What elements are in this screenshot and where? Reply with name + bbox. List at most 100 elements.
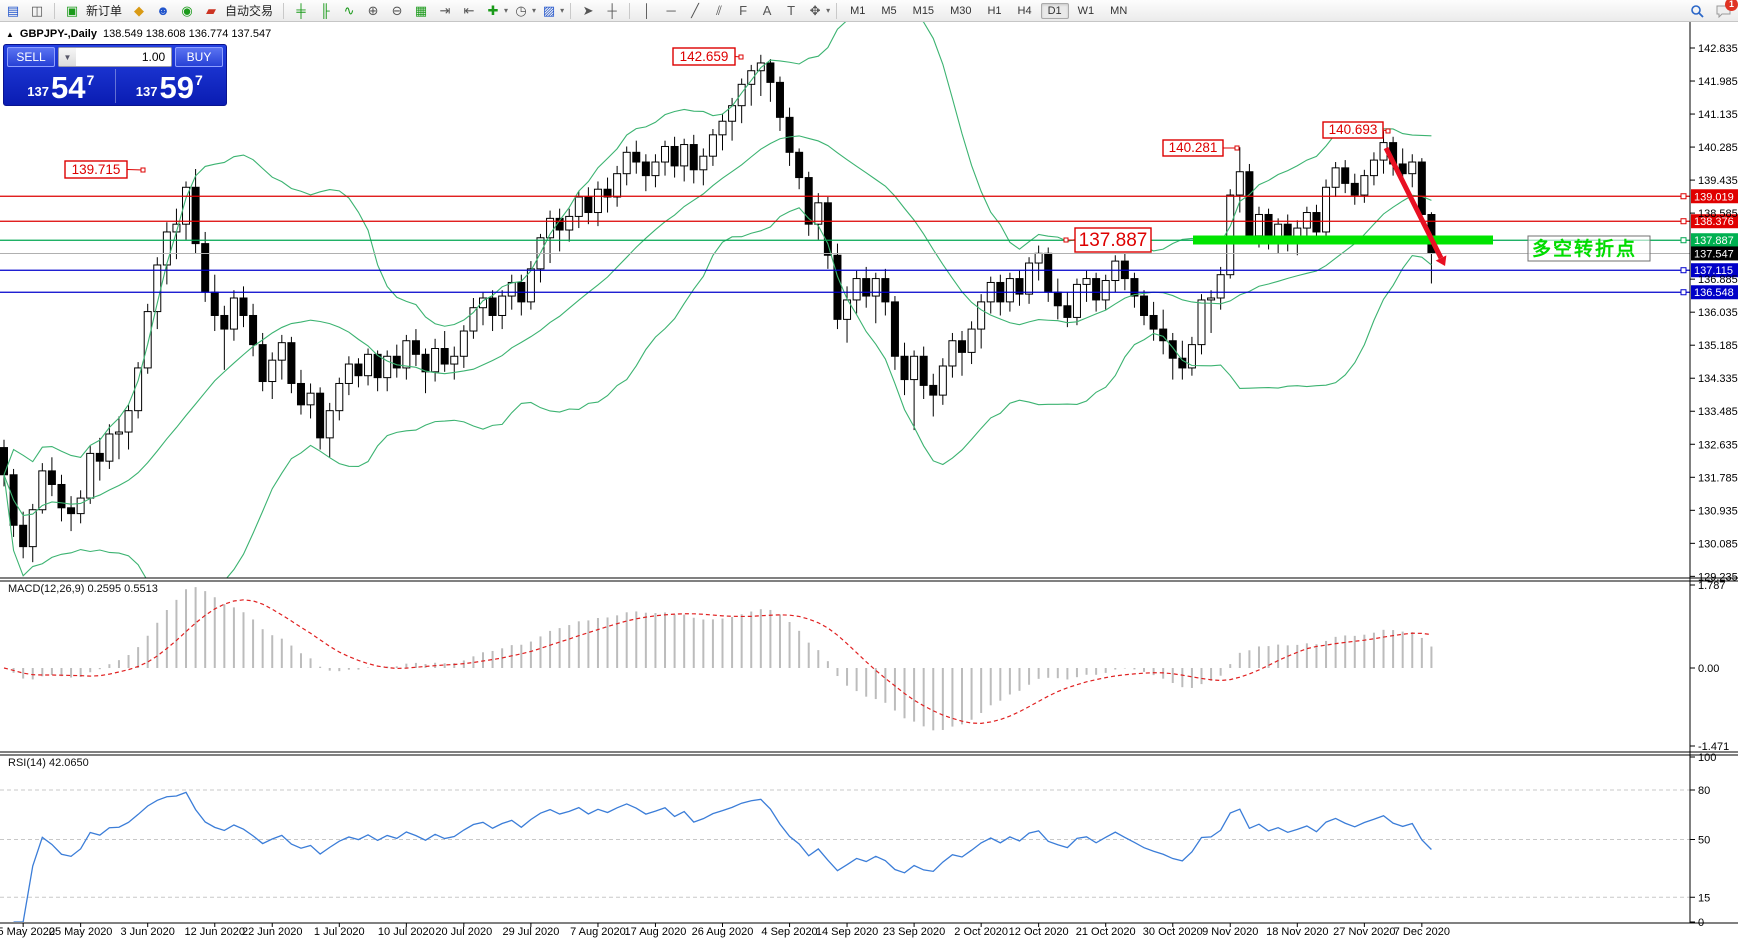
note-box[interactable] <box>1527 235 1651 262</box>
line-chart-icon[interactable]: ∿ <box>343 3 355 18</box>
search-icon[interactable] <box>1686 1 1708 21</box>
level-handle[interactable] <box>1680 218 1687 225</box>
price-chip-137.887 <box>1691 233 1738 248</box>
one-click-trading-panel: SELL ▼ ▲ BUY 137 54 7 137 59 7 <box>3 44 227 106</box>
candle-body <box>354 363 363 377</box>
level-handle[interactable] <box>1680 289 1687 296</box>
collapse-panel-icon[interactable]: ▲ <box>6 29 14 39</box>
bar-chart-icon[interactable]: ╪ <box>296 3 306 18</box>
arrows-icon[interactable]: ✥ <box>809 3 821 18</box>
fibonacci-icon[interactable]: F <box>739 3 748 18</box>
tf-m30-button[interactable]: M30 <box>950 4 972 17</box>
rsi-axis-label: 100 <box>1698 752 1716 764</box>
candle-body <box>737 83 746 107</box>
bollinger-middle-band <box>3 135 1432 517</box>
candle-body <box>239 297 248 316</box>
auto-trading-icon[interactable]: ▰ <box>206 3 217 18</box>
text-icon[interactable]: A <box>762 3 772 18</box>
vertical-line-icon[interactable]: │ <box>643 3 652 18</box>
data-window-icon[interactable]: ◫ <box>30 3 44 18</box>
macd-axis-label: 0.00 <box>1698 663 1719 675</box>
trendline-icon[interactable]: ╱ <box>691 3 699 18</box>
zoom-in-icon[interactable]: ⊕ <box>367 3 379 18</box>
notifications-icon[interactable]: 1 <box>1712 0 1738 21</box>
candle-body <box>689 144 698 171</box>
arrows-dropdown-icon[interactable]: ▾ <box>826 6 831 15</box>
auto-trading-label[interactable]: 自动交易 <box>225 4 274 18</box>
market-watch-icon[interactable]: ☻ <box>156 3 170 18</box>
candle-body <box>431 348 440 373</box>
crosshair-icon[interactable]: ┼ <box>607 3 617 18</box>
new-order-label[interactable]: 新订单 <box>86 4 123 18</box>
tf-m1-button[interactable]: M1 <box>850 4 866 17</box>
tf-d1-button[interactable]: D1 <box>1040 2 1069 19</box>
candle-body <box>1063 305 1072 318</box>
templates-dropdown-icon[interactable]: ▾ <box>560 6 565 15</box>
notification-badge[interactable]: 1 <box>1725 0 1738 11</box>
tf-mn-button[interactable]: MN <box>1110 4 1128 17</box>
level-handle[interactable] <box>1680 237 1687 244</box>
volume-input[interactable] <box>76 48 171 66</box>
candle-body <box>967 328 976 353</box>
candle-body <box>526 268 535 303</box>
templates-icon[interactable]: ▨ <box>542 3 556 18</box>
callout-box[interactable] <box>1322 121 1384 139</box>
tf-w1-button[interactable]: W1 <box>1077 4 1095 17</box>
volume-decrease-button[interactable]: ▼ <box>59 48 76 66</box>
callout-box[interactable] <box>64 160 128 179</box>
axis-label: 132.635 <box>1698 439 1738 451</box>
sell-price-point: 7 <box>86 72 95 88</box>
tile-windows-icon[interactable]: ▦ <box>414 3 428 18</box>
callout-box[interactable] <box>1162 139 1224 157</box>
periods-dropdown-icon[interactable]: ▾ <box>532 6 537 15</box>
candle-body <box>718 120 727 136</box>
candle-body <box>459 330 468 357</box>
candle-body <box>565 215 574 231</box>
horizontal-line-icon[interactable]: ─ <box>666 3 676 18</box>
indicators-dropdown-icon[interactable]: ▾ <box>504 6 509 15</box>
equidistant-channel-icon[interactable]: ⫽ <box>716 3 722 18</box>
candle-body <box>344 363 353 384</box>
candle-body <box>871 278 880 297</box>
zoom-out-icon[interactable]: ⊖ <box>391 3 403 18</box>
tf-h1-button[interactable]: H1 <box>987 4 1002 17</box>
buy-price[interactable]: 137 59 7 <box>116 67 224 105</box>
tf-h4-button[interactable]: H4 <box>1017 4 1032 17</box>
chart-window-icon[interactable]: ▤ <box>6 3 20 18</box>
signals-icon[interactable]: ◉ <box>181 3 193 18</box>
callout-box[interactable] <box>672 47 736 66</box>
chart-shift-icon[interactable]: ⇤ <box>463 3 475 18</box>
candle-body <box>680 144 689 167</box>
separator <box>836 2 838 19</box>
sell-price[interactable]: 137 54 7 <box>7 67 115 105</box>
candlestick-chart-icon[interactable]: ╟ <box>320 3 330 18</box>
callout-box[interactable] <box>1074 227 1152 253</box>
history-center-icon[interactable]: ◆ <box>134 3 145 18</box>
candle-body <box>1350 182 1359 196</box>
new-order-icon[interactable]: ▣ <box>65 3 79 18</box>
candle-body <box>1312 212 1321 233</box>
candle-body <box>699 155 708 171</box>
level-handle[interactable] <box>1680 267 1687 274</box>
candle-body <box>785 116 794 153</box>
text-label-icon[interactable]: T <box>787 3 796 18</box>
toolbar: ▤ ◫ ▣ 新订单 ◆ ☻ ◉ ▰ 自动交易 ╪ ╟ ∿ ⊕ ⊖ ▦ ⇥ ⇤ ✚… <box>0 0 1738 22</box>
sell-button[interactable]: SELL <box>7 47 55 67</box>
periods-icon[interactable]: ◷ <box>515 3 527 18</box>
candle-body <box>1197 299 1206 346</box>
candle-body <box>411 340 420 355</box>
callout-text: 140.693 <box>1329 122 1378 137</box>
support-zone-bar[interactable] <box>1193 235 1493 245</box>
indicators-icon[interactable]: ✚ <box>487 3 499 18</box>
buy-button[interactable]: BUY <box>175 47 223 67</box>
trend-arrow[interactable] <box>1383 146 1444 260</box>
candle-body <box>795 151 804 179</box>
candle-body <box>469 307 478 332</box>
date-label: 10 Jul 2020 <box>378 926 435 938</box>
candle-body <box>1341 167 1350 184</box>
tf-m5-button[interactable]: M5 <box>881 4 897 17</box>
level-handle[interactable] <box>1680 193 1687 200</box>
cursor-icon[interactable]: ➤ <box>582 3 594 18</box>
tf-m15-button[interactable]: M15 <box>912 4 935 17</box>
auto-scroll-icon[interactable]: ⇥ <box>439 3 451 18</box>
